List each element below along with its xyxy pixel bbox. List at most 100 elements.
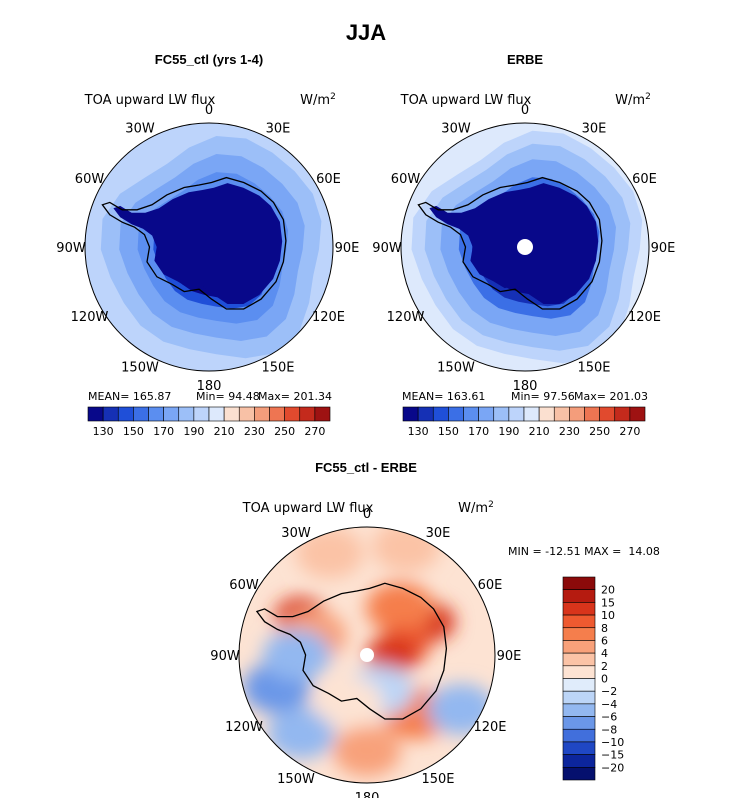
panel-diff-subtitle: TOA upward LW flux (242, 501, 374, 516)
panel-obs-lon-label: 120E (628, 310, 661, 325)
panel-diff-lon-label: 0 (363, 507, 371, 522)
panel-diff-colorbar-tick: −4 (601, 698, 617, 711)
panel-model-lon-label: 60E (316, 172, 341, 187)
panel-diff-map-border (238, 526, 496, 784)
panel-model-max: Max= 201.34 (258, 390, 332, 403)
panel-diff-lon-label: 180 (355, 791, 380, 798)
panel-diff-colorbar-swatch (562, 665, 596, 679)
panel-model-lon-label: 150E (261, 361, 294, 376)
panel-obs-subtitle: TOA upward LW flux (400, 93, 532, 108)
panel-diff-colorbar-tick: 0 (601, 673, 608, 686)
panel-diff-colorbar-swatch (562, 741, 596, 755)
panel-model-colorbar: 130 150 170 190 210 230 250 270 (87, 406, 331, 438)
panel-obs-colorbar-tick: 170 (468, 425, 489, 438)
panel-obs-min: Min= 97.56 (511, 390, 575, 403)
panel-diff-coastline (255, 582, 448, 720)
panel-diff-lon-label: 90E (497, 649, 522, 664)
panel-diff-min-max: MIN = -12.51 MAX = 14.08 (508, 545, 660, 558)
panel-obs-lon-label: 60W (391, 172, 421, 187)
field-anomaly-blob (267, 707, 336, 759)
panel-diff-colorbar-swatch (562, 716, 596, 730)
panel-diff-units: W/m2 (458, 500, 494, 516)
panel-diff-colorbar-tick: 8 (601, 622, 608, 635)
panel-diff-lon-label: 90W (210, 649, 240, 664)
panel-obs-lon-label: 120W (387, 310, 425, 325)
panel-model-colorbar-swatch (269, 406, 285, 422)
panel-diff-colorbar-tick: −6 (601, 711, 617, 724)
panel-obs-colorbar-swatch (584, 406, 600, 422)
panel-obs-max: Max= 201.03 (574, 390, 648, 403)
panel-model-colorbar-swatch (223, 406, 240, 422)
panel-obs-missing-pole (517, 239, 533, 255)
panel-obs-colorbar-swatch (553, 406, 570, 422)
panel-obs-colorbar-tick: 150 (438, 425, 459, 438)
panel-diff-colorbar-tick: −15 (601, 749, 624, 762)
panel-diff-colorbar-tick: −2 (601, 685, 617, 698)
panel-obs-lon-label: 180 (513, 379, 538, 394)
panel-model-colorbar-swatch (178, 406, 195, 422)
panel-obs-colorbar: 130 150 170 190 210 230 250 270 (402, 406, 646, 438)
panel-diff-lon-label: 60E (478, 578, 503, 593)
panel-obs-colorbar-swatch (614, 406, 631, 422)
panel-diff-colorbar-swatch (562, 576, 596, 590)
panel-diff-colorbar-swatch (562, 728, 596, 743)
panel-obs-longitude-labels: 0 30E 60E 90E 120E 150E 180 150W 120W 90W 60W 30W (372, 103, 675, 394)
panel-diff-colorbar-swatch (562, 589, 596, 603)
panel-model-colorbar-swatch (208, 406, 225, 422)
panel-model-colorbar-swatch (87, 406, 104, 422)
panel-diff-colorbar-swatch (562, 627, 596, 641)
panel-model-lon-label: 30W (125, 122, 155, 137)
panel-obs-lon-label: 150W (437, 361, 475, 376)
panel-model-colorbar-tick: 250 (274, 425, 295, 438)
panel-diff-colorbar-tick: 6 (601, 634, 608, 647)
panel-model-lon-label: 0 (205, 103, 213, 118)
panel-diff: FC55_ctl - ERBE TOA upward LW flux W/m2 … (210, 460, 660, 802)
panel-model-colorbar-tick: 190 (183, 425, 204, 438)
panel-obs-lon-label: 0 (521, 103, 529, 118)
panel-obs-lon-label: 30E (582, 122, 607, 137)
panel-model-lon-label: 120E (312, 310, 345, 325)
panel-obs-colorbar-swatch (629, 406, 646, 422)
panel-model-lon-label: 90W (56, 241, 86, 256)
panel-model-lon-label: 180 (197, 379, 222, 394)
panel-diff-colorbar-tick: 4 (601, 647, 608, 660)
panel-model-mean: MEAN= 165.87 (88, 390, 171, 403)
figure-title: JJA (346, 20, 386, 45)
panel-model-title: FC55_ctl (yrs 1-4) (155, 52, 263, 67)
panel-obs-lon-label: 60E (632, 172, 657, 187)
panel-obs-lon-label: 30W (441, 122, 471, 137)
panel-model-lon-label: 60W (75, 172, 105, 187)
panel-obs-lon-label: 150E (577, 361, 610, 376)
panel-obs-colorbar-swatch (417, 406, 434, 422)
panel-obs-colorbar-swatch (402, 406, 419, 422)
field-anomaly-blob (262, 629, 331, 681)
panel-diff-lon-label: 30W (281, 526, 311, 541)
panel-obs-colorbar-swatch (538, 406, 555, 422)
panel-model-colorbar-swatch (148, 406, 164, 422)
panel-obs-colorbar-swatch (463, 406, 479, 422)
panel-diff-lon-label: 60W (229, 578, 259, 593)
panel-diff-lon-label: 120E (473, 720, 506, 735)
panel-model-colorbar-swatch (102, 406, 119, 422)
panel-diff-lon-label: 30E (426, 526, 451, 541)
panel-obs-colorbar-swatch (493, 406, 510, 422)
panel-diff-colorbar-swatch (562, 652, 596, 667)
panel-diff-colorbar-swatch (562, 678, 596, 692)
panel-model-colorbar-tick: 150 (123, 425, 144, 438)
panel-obs-coastline (417, 176, 603, 310)
panel-model-colorbar-tick: 210 (214, 425, 235, 438)
panel-model-lon-label: 30E (266, 122, 291, 137)
panel-obs-colorbar-tick: 270 (619, 425, 640, 438)
panel-obs-colorbar-swatch (432, 406, 449, 422)
field-anomaly-blob (333, 725, 401, 777)
panel-model-map (85, 123, 333, 371)
panel-obs-colorbar-tick: 230 (559, 425, 580, 438)
panel-obs-units: W/m2 (615, 92, 651, 108)
panel-model-colorbar-swatch (133, 406, 149, 422)
panel-diff-missing-pole (360, 648, 374, 662)
panel-obs-colorbar-swatch (508, 406, 525, 422)
panel-model: FC55_ctl (yrs 1-4) TOA upward LW flux W/… (56, 52, 359, 438)
panel-obs-colorbar-swatch (448, 406, 464, 422)
panel-model-colorbar-swatch (117, 406, 134, 422)
